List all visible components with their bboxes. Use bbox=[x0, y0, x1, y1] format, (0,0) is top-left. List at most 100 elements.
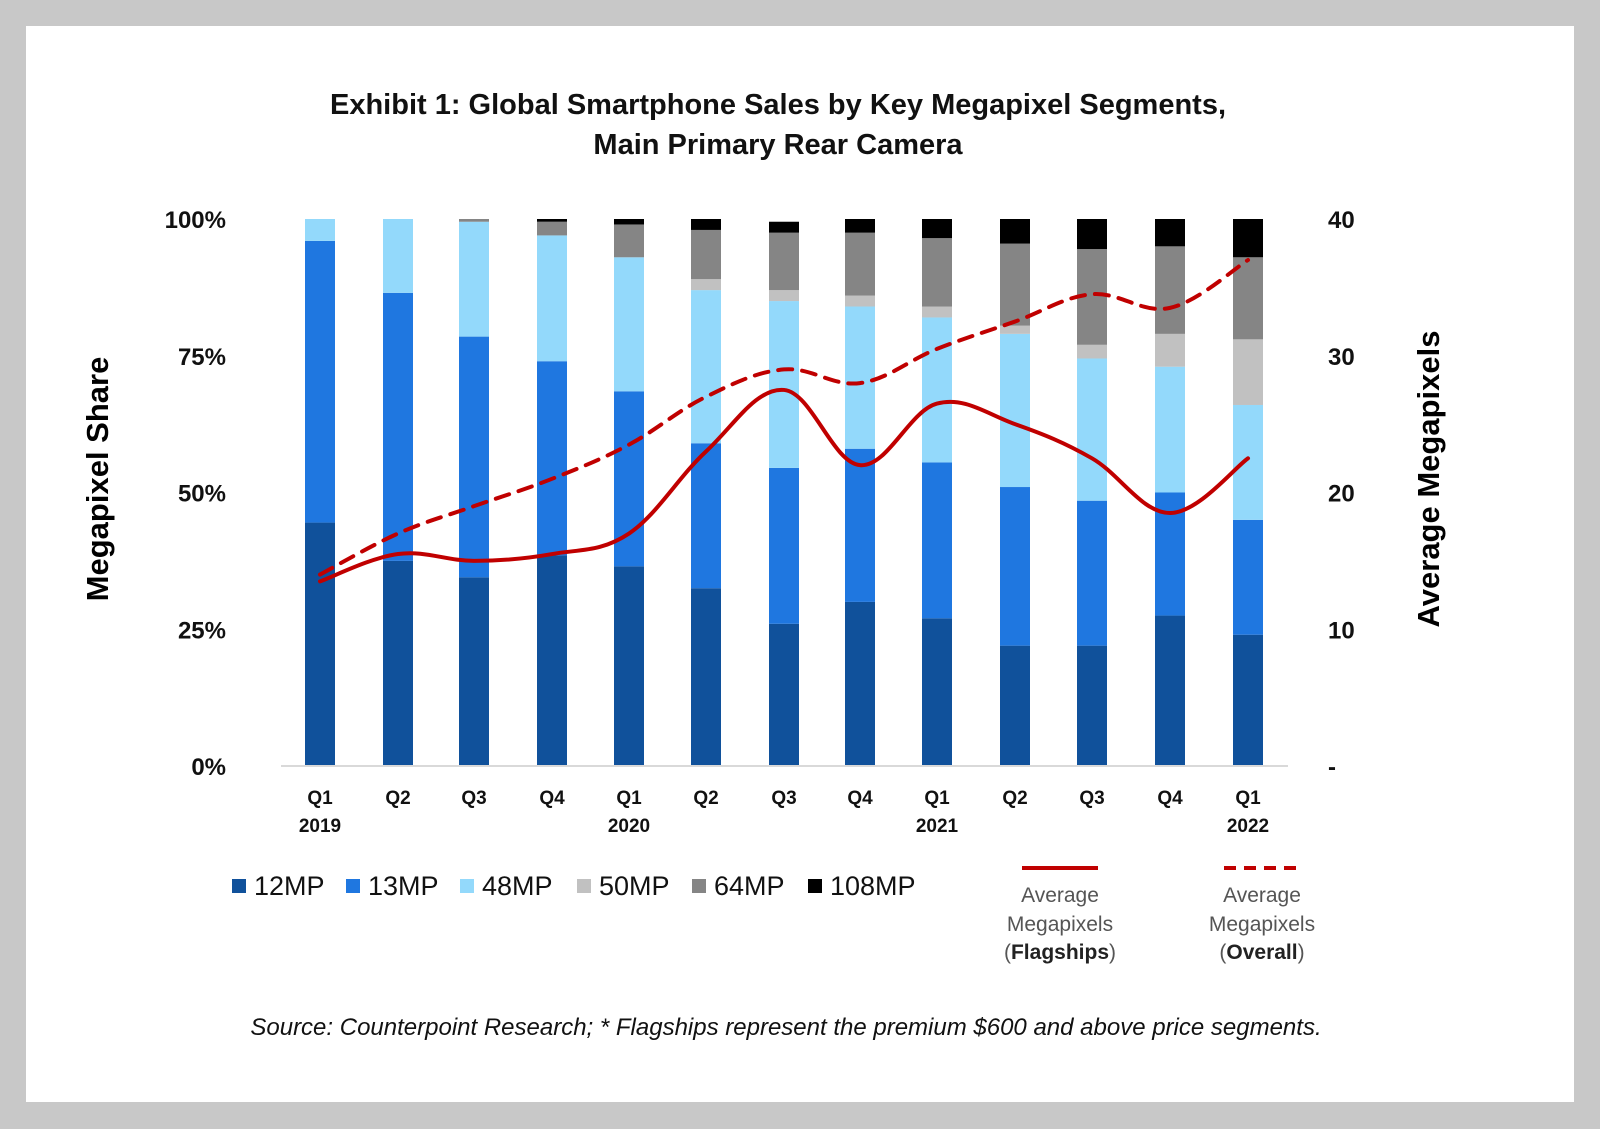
bar-12mp-12 bbox=[1233, 634, 1263, 766]
bar-12mp-9 bbox=[1000, 645, 1030, 766]
y2-tick-label: - bbox=[1328, 754, 1336, 781]
bar-48mp-7 bbox=[845, 306, 875, 449]
bar-64mp-9 bbox=[1000, 243, 1030, 326]
bar-50mp-11 bbox=[1155, 333, 1185, 367]
bar-108mp-5 bbox=[691, 219, 721, 230]
x-tick-quarter: Q2 bbox=[1002, 788, 1027, 809]
x-axis-labels: Q1 2019 Q2 Q3 Q4 Q1 2020 Q2 Q3 Q4 Q1 2021 Q2 Q3 Q4 Q1 20… bbox=[299, 788, 1269, 837]
x-tick-quarter: Q2 bbox=[385, 788, 410, 809]
y2-tick-label: 10 bbox=[1328, 617, 1355, 644]
x-tick-quarter: Q4 bbox=[847, 788, 873, 809]
bar-48mp-4 bbox=[614, 257, 644, 392]
bar-50mp-8 bbox=[922, 306, 952, 318]
y-axis-title: Megapixel Share bbox=[80, 357, 115, 602]
bar-48mp-5 bbox=[691, 290, 721, 444]
y-axis-ticks: 0% 25% 50% 75% 100% bbox=[165, 207, 226, 781]
y-tick-label: 50% bbox=[178, 481, 226, 508]
y-tick-label: 0% bbox=[191, 754, 226, 781]
bar-108mp-9 bbox=[1000, 219, 1030, 244]
y2-tick-label: 40 bbox=[1328, 207, 1355, 234]
bar-64mp-12 bbox=[1233, 257, 1263, 340]
legend-label-12mp: 12MP bbox=[254, 871, 325, 901]
bar-48mp-10 bbox=[1077, 358, 1107, 501]
x-tick-quarter: Q1 bbox=[307, 788, 333, 809]
bar-13mp-9 bbox=[1000, 487, 1030, 646]
bar-48mp-3 bbox=[537, 235, 567, 362]
bar-12mp-7 bbox=[845, 601, 875, 766]
legend-swatch-108mp bbox=[808, 879, 822, 893]
legend-label-48mp: 48MP bbox=[482, 871, 553, 901]
x-tick-quarter: Q1 bbox=[924, 788, 950, 809]
chart-panel: Exhibit 1: Global Smartphone Sales by Ke… bbox=[26, 26, 1574, 1102]
x-tick-year: 2020 bbox=[608, 816, 650, 837]
bar-64mp-6 bbox=[769, 232, 799, 291]
bar-64mp-5 bbox=[691, 229, 721, 280]
chart: Exhibit 1: Global Smartphone Sales by Ke… bbox=[80, 89, 1446, 1041]
legend-swatch-12mp bbox=[232, 879, 246, 893]
x-tick-quarter: Q1 bbox=[616, 788, 642, 809]
bar-48mp-0 bbox=[305, 219, 335, 241]
bar-50mp-6 bbox=[769, 290, 799, 302]
x-tick-quarter: Q3 bbox=[1079, 788, 1104, 809]
source-note: Source: Counterpoint Research; * Flagshi… bbox=[250, 1014, 1321, 1041]
x-tick-quarter: Q4 bbox=[1157, 788, 1183, 809]
legend: 12MP 13MP 48MP 50MP 64MP 108MP Average Megapixe… bbox=[232, 866, 1315, 964]
bar-108mp-12 bbox=[1233, 219, 1263, 258]
y2-axis-ticks: - 10 20 30 40 bbox=[1328, 207, 1355, 781]
bar-108mp-6 bbox=[769, 221, 799, 233]
legend-swatch-64mp bbox=[692, 879, 706, 893]
x-tick-year: 2022 bbox=[1227, 816, 1269, 837]
bar-13mp-5 bbox=[691, 443, 721, 589]
line-average-overall bbox=[318, 258, 1250, 577]
y-tick-label: 75% bbox=[178, 344, 226, 371]
legend-label-108mp: 108MP bbox=[830, 871, 916, 901]
legend-line-label: Average bbox=[1021, 884, 1099, 907]
bar-108mp-4 bbox=[614, 219, 644, 225]
bar-12mp-11 bbox=[1155, 615, 1185, 766]
legend-swatch-13mp bbox=[346, 879, 360, 893]
bar-48mp-1 bbox=[383, 219, 413, 293]
bar-48mp-2 bbox=[459, 221, 489, 337]
bar-12mp-0 bbox=[305, 522, 335, 766]
average-lines bbox=[318, 258, 1250, 584]
line-average-flagships bbox=[318, 387, 1250, 584]
legend-line-label: (Flagships) bbox=[1004, 941, 1116, 964]
x-tick-quarter: Q4 bbox=[539, 788, 565, 809]
x-tick-quarter: Q2 bbox=[693, 788, 718, 809]
chart-title-line-2: Main Primary Rear Camera bbox=[593, 129, 963, 161]
bar-13mp-2 bbox=[459, 336, 489, 578]
y-tick-label: 25% bbox=[178, 617, 226, 644]
bar-50mp-5 bbox=[691, 279, 721, 291]
bar-48mp-9 bbox=[1000, 333, 1030, 488]
bar-13mp-6 bbox=[769, 467, 799, 624]
bar-108mp-7 bbox=[845, 219, 875, 233]
bar-108mp-11 bbox=[1155, 219, 1185, 247]
bar-12mp-1 bbox=[383, 560, 413, 766]
y2-tick-label: 20 bbox=[1328, 481, 1355, 508]
bar-12mp-10 bbox=[1077, 645, 1107, 766]
bar-13mp-7 bbox=[845, 448, 875, 602]
bar-64mp-7 bbox=[845, 232, 875, 296]
x-tick-quarter: Q3 bbox=[461, 788, 486, 809]
bar-48mp-12 bbox=[1233, 404, 1263, 520]
bar-13mp-8 bbox=[922, 462, 952, 619]
y2-axis-title: Average Megapixels bbox=[1411, 331, 1446, 628]
legend-line-label: Average bbox=[1223, 884, 1301, 907]
legend-line-label: (Overall) bbox=[1219, 941, 1304, 964]
bar-12mp-2 bbox=[459, 577, 489, 766]
bar-50mp-12 bbox=[1233, 339, 1263, 405]
legend-swatch-48mp bbox=[460, 879, 474, 893]
legend-swatch-50mp bbox=[577, 879, 591, 893]
x-tick-year: 2021 bbox=[916, 816, 959, 837]
legend-line-label: Megapixels bbox=[1209, 913, 1315, 936]
bar-13mp-3 bbox=[537, 361, 567, 556]
bar-64mp-2 bbox=[459, 219, 489, 222]
bar-12mp-8 bbox=[922, 618, 952, 766]
legend-label-50mp: 50MP bbox=[599, 871, 670, 901]
bar-12mp-6 bbox=[769, 623, 799, 766]
bar-50mp-10 bbox=[1077, 344, 1107, 359]
bar-12mp-3 bbox=[537, 555, 567, 766]
legend-label-64mp: 64MP bbox=[714, 871, 785, 901]
x-tick-year: 2019 bbox=[299, 816, 341, 837]
bar-13mp-10 bbox=[1077, 500, 1107, 646]
